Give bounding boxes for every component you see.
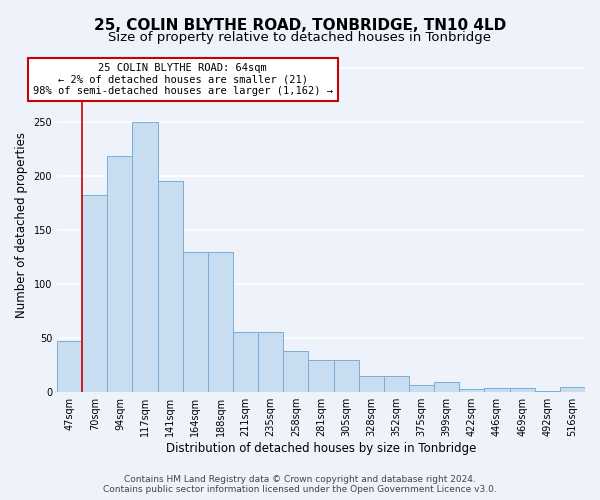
Text: 25 COLIN BLYTHE ROAD: 64sqm
← 2% of detached houses are smaller (21)
98% of semi: 25 COLIN BLYTHE ROAD: 64sqm ← 2% of deta… — [33, 63, 333, 96]
Bar — [560, 387, 585, 392]
Bar — [283, 351, 308, 392]
Text: 25, COLIN BLYTHE ROAD, TONBRIDGE, TN10 4LD: 25, COLIN BLYTHE ROAD, TONBRIDGE, TN10 4… — [94, 18, 506, 32]
Bar — [484, 388, 509, 392]
Bar — [509, 388, 535, 392]
Text: Contains HM Land Registry data © Crown copyright and database right 2024.
Contai: Contains HM Land Registry data © Crown c… — [103, 474, 497, 494]
Y-axis label: Number of detached properties: Number of detached properties — [15, 132, 28, 318]
Bar — [233, 332, 258, 392]
Text: Size of property relative to detached houses in Tonbridge: Size of property relative to detached ho… — [109, 31, 491, 44]
Bar — [359, 376, 384, 392]
Bar — [459, 389, 484, 392]
Bar — [57, 342, 82, 392]
X-axis label: Distribution of detached houses by size in Tonbridge: Distribution of detached houses by size … — [166, 442, 476, 455]
Bar — [258, 332, 283, 392]
Bar — [384, 376, 409, 392]
Bar — [334, 360, 359, 392]
Bar — [308, 360, 334, 392]
Bar — [434, 382, 459, 392]
Bar — [158, 180, 183, 392]
Bar — [535, 391, 560, 392]
Bar — [82, 194, 107, 392]
Bar — [409, 384, 434, 392]
Bar — [133, 122, 158, 392]
Bar — [183, 252, 208, 392]
Bar — [208, 252, 233, 392]
Bar — [107, 156, 133, 392]
